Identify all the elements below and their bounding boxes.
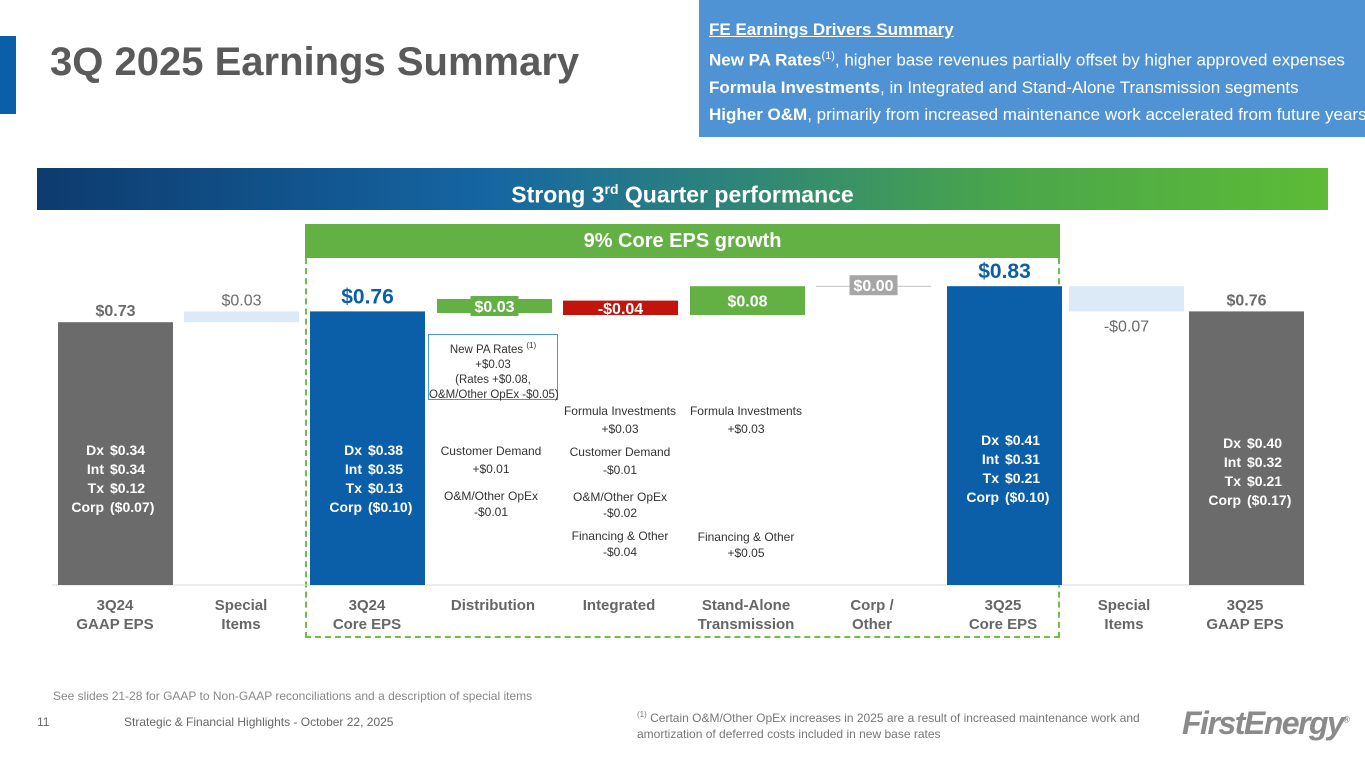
driver-line-2: Formula Investments, in Integrated and S… xyxy=(709,77,1299,97)
component-row: Tx $0.12 xyxy=(87,480,146,496)
components-3q24-core: Dx $0.38 Int $0.35 Tx $0.13 Corp ($0.10) xyxy=(316,441,422,517)
components-3q25-gaap: Dx $0.40 Int $0.32 Tx $0.21 Corp ($0.17) xyxy=(1195,434,1301,510)
drivers-heading: FE Earnings Drivers Summary xyxy=(709,20,954,39)
page-number: 11 xyxy=(37,715,50,729)
int-customer-demand-note: Customer Demand -$0.01 xyxy=(569,445,671,477)
title-accent-bar xyxy=(0,36,16,114)
x-label-transmission: Stand-Alone Transmission xyxy=(697,597,795,633)
components-3q25-core: Dx $0.41 Int $0.31 Tx $0.21 Corp ($0.10) xyxy=(953,431,1059,507)
deck-title: Strategic & Financial Highlights - Octob… xyxy=(124,715,394,729)
component-row: Dx $0.34 xyxy=(86,442,146,458)
bar-2 xyxy=(310,311,425,585)
component-row: Dx $0.41 xyxy=(981,432,1041,448)
new-pa-rates-annotation: New PA Rates (1) +$0.03 (Rates +$0.08, O… xyxy=(428,334,559,401)
footnote: (1) Certain O&M/Other OpEx increases in … xyxy=(637,710,1140,741)
int-formula-note: Formula Investments +$0.03 xyxy=(563,404,677,436)
bar-4 xyxy=(563,300,678,315)
value-label-3: $0.03 xyxy=(474,299,514,316)
value-label-5: $0.08 xyxy=(727,294,767,311)
component-row: Tx $0.13 xyxy=(345,480,404,496)
component-row: Tx $0.21 xyxy=(1224,473,1283,489)
core-eps-growth-label: 9% Core EPS growth xyxy=(305,224,1060,258)
value-label-6: $0.00 xyxy=(853,278,893,295)
component-row: Int $0.32 xyxy=(1223,454,1283,470)
component-row: Corp ($0.07) xyxy=(71,499,155,515)
reconciliation-note: See slides 21-28 for GAAP to Non-GAAP re… xyxy=(53,689,533,703)
x-label-special-items-1: Special Items xyxy=(214,597,268,633)
tx-financing-note: Financing & Other +$0.05 xyxy=(697,530,795,560)
x-label-corp-other: Corp / Other xyxy=(850,597,894,633)
value-label-9: $0.76 xyxy=(1226,292,1266,309)
bar-7 xyxy=(947,286,1062,585)
components-3q24-gaap: Dx $0.34 Int $0.34 Tx $0.12 Corp ($0.07) xyxy=(58,441,164,517)
performance-banner: Strong 3rd Quarter performance xyxy=(37,168,1328,210)
dist-om-note: O&M/Other OpEx -$0.01 xyxy=(443,489,539,519)
component-row: Corp ($0.10) xyxy=(329,499,413,515)
component-row: Int $0.34 xyxy=(86,461,146,477)
x-label-integrated: Integrated xyxy=(582,597,656,614)
value-label-bg-6 xyxy=(849,275,898,296)
x-label-3q24-gaap: 3Q24 GAAP EPS xyxy=(76,597,154,633)
page-title: 3Q 2025 Earnings Summary xyxy=(50,40,580,84)
component-row: Int $0.35 xyxy=(344,461,404,477)
value-label-8: -$0.07 xyxy=(1104,318,1149,335)
bar-0 xyxy=(58,322,173,585)
component-row: Int $0.31 xyxy=(981,451,1041,467)
int-om-note: O&M/Other OpEx -$0.02 xyxy=(572,490,668,520)
value-label-1: $0.03 xyxy=(221,292,261,309)
bar-9 xyxy=(1189,311,1304,585)
x-label-distribution: Distribution xyxy=(450,597,536,614)
component-row: Corp ($0.17) xyxy=(1208,492,1292,508)
component-row: Dx $0.38 xyxy=(344,442,404,458)
value-label-7: $0.83 xyxy=(978,260,1031,283)
bar-5 xyxy=(690,286,805,315)
drivers-summary-box: FE Earnings Drivers Summary New PA Rates… xyxy=(699,0,1365,137)
driver-line-3: Higher O&M, primarily from increased mai… xyxy=(709,104,1365,124)
int-financing-note: Financing & Other -$0.04 xyxy=(571,529,669,559)
value-label-bg-3 xyxy=(470,296,519,316)
x-label-special-items-2: Special Items xyxy=(1097,597,1151,633)
value-label-0: $0.73 xyxy=(95,303,135,320)
bar-1 xyxy=(184,311,299,323)
x-label-3q24-core: 3Q24 Core EPS xyxy=(332,597,402,633)
driver-line-1: New PA Rates(1), higher base revenues pa… xyxy=(709,50,1345,70)
component-row: Dx $0.40 xyxy=(1223,435,1283,451)
x-label-3q25-gaap: 3Q25 GAAP EPS xyxy=(1206,597,1284,633)
bar-8 xyxy=(1069,286,1184,312)
dist-customer-demand-note: Customer Demand +$0.01 xyxy=(440,444,542,476)
component-row: Tx $0.21 xyxy=(982,470,1041,486)
value-label-2: $0.76 xyxy=(341,285,394,308)
component-row: Corp ($0.10) xyxy=(966,489,1050,505)
firstenergy-logo: FirstEnergy® xyxy=(1182,705,1350,741)
x-label-3q25-core: 3Q25 Core EPS xyxy=(968,597,1038,633)
tx-formula-note: Formula Investments +$0.03 xyxy=(689,404,803,436)
value-label-4: -$0.04 xyxy=(598,301,643,318)
